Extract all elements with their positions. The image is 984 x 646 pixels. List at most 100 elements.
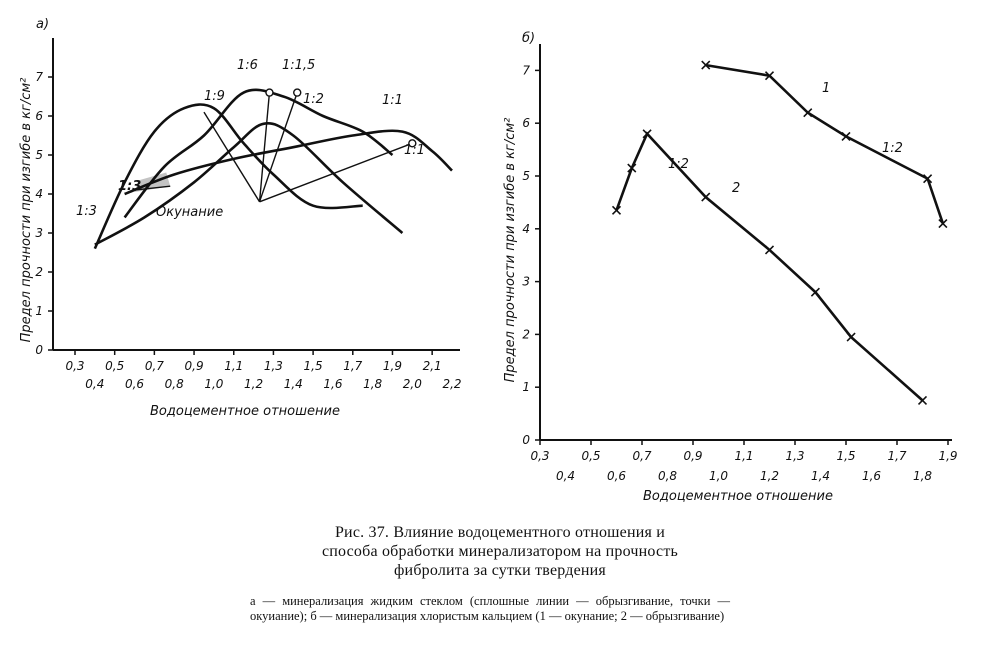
label-1-1-5: 1:1,5 <box>282 58 315 73</box>
a-series-line-thin <box>203 111 261 203</box>
b-ytick-label: 3 <box>522 275 530 289</box>
b-xtick-label-upper: 1,7 <box>887 449 906 463</box>
b-point-marker <box>917 395 928 405</box>
b-ytick-label: 2 <box>522 327 530 341</box>
b-xtick-label-upper: 0,9 <box>683 449 702 463</box>
a-xtick-label-lower: 2,2 <box>442 377 461 391</box>
b-point-marker <box>938 218 948 229</box>
a-xtick-label-lower: 1,4 <box>284 377 303 391</box>
b-xtick-label-lower: 1,2 <box>760 469 779 483</box>
panel-b-series <box>611 60 948 405</box>
label-1-1-right: 1:1 <box>404 143 425 158</box>
b-series-line <box>615 131 924 402</box>
panel-b-x-axis-label: Водоцементное отношение <box>643 489 833 504</box>
b-point-marker <box>846 332 856 342</box>
panel-b-series-labels: 1 1:2 1:2 2 <box>668 81 903 196</box>
a-series-line-thin <box>259 142 413 203</box>
label-1-1-top: 1:1 <box>382 93 403 108</box>
panel-b-x-ticks: 0,3 0,5 0,7 0,9 1,1 1,3 1,5 1,7 1,9 0,4 0,6 0,8 1,0 1… <box>530 440 958 483</box>
a-series-line-thin <box>134 185 171 191</box>
b-ytick-label: 5 <box>522 169 530 183</box>
label-1-2: 1:2 <box>303 92 324 107</box>
a-xtick-label-upper: 0,5 <box>105 359 124 373</box>
a-endpoint-marker <box>293 88 302 97</box>
panel-a-x-ticks: 0,3 0,5 0,7 0,9 1,1 1,3 1,5 1,7 1,9 2,1 0,4 0,6 0,8 1… <box>65 350 462 391</box>
label-1-9: 1:9 <box>204 89 225 104</box>
b-xtick-label-lower: 1,0 <box>709 469 728 483</box>
a-ytick-label: 4 <box>35 187 43 201</box>
a-ytick-label: 5 <box>35 148 43 162</box>
b-ytick-label: 4 <box>522 222 530 236</box>
panel-a-series <box>93 88 453 250</box>
a-xtick-label-lower: 0,4 <box>85 377 104 391</box>
b-xtick-label-lower: 1,4 <box>811 469 830 483</box>
a-series-line <box>124 129 453 196</box>
b-xtick-label-upper: 0,7 <box>632 449 651 463</box>
b-point-marker <box>627 163 637 173</box>
b-xtick-label-lower: 1,6 <box>862 469 881 483</box>
b-point-marker <box>764 71 775 81</box>
annotation-okunanie: Окунание <box>156 205 223 220</box>
b-ytick-label: 7 <box>522 63 530 77</box>
a-xtick-label-upper: 1,5 <box>304 359 323 373</box>
a-ytick-label: 6 <box>35 109 43 123</box>
a-xtick-label-lower: 0,6 <box>125 377 144 391</box>
panel-b-y-ticks: 0 1 2 3 4 5 6 7 <box>522 63 540 447</box>
panel-b-y-axis-label: Предел прочности при изгибе в кг/см² <box>503 118 518 383</box>
b-point-marker <box>701 192 711 202</box>
a-xtick-label-lower: 1,2 <box>244 377 263 391</box>
a-ytick-label: 1 <box>35 304 43 318</box>
b-xtick-label-upper: 1,1 <box>734 449 753 463</box>
label-1-3-left: 1:3 <box>76 204 97 219</box>
a-xtick-label-upper: 0,3 <box>65 359 84 373</box>
a-ytick-label: 3 <box>35 226 43 240</box>
label-series-2: 2 <box>732 181 740 196</box>
a-xtick-label-lower: 0,8 <box>165 377 184 391</box>
b-point-marker <box>611 205 622 215</box>
b-point-marker <box>841 131 851 141</box>
b-xtick-label-lower: 1,8 <box>913 469 932 483</box>
a-xtick-label-upper: 1,9 <box>383 359 402 373</box>
panel-a-label: а) <box>36 17 49 32</box>
panel-a-series-labels: 1:3 1:9 1:6 1:1,5 1:2 1:1 1:1 1:3 Окунан… <box>76 58 425 220</box>
b-point-marker <box>642 129 652 139</box>
label-1-2-right: 1:2 <box>882 141 903 156</box>
b-ytick-label: 0 <box>522 433 530 447</box>
b-point-marker <box>764 245 775 255</box>
b-point-marker <box>803 108 813 118</box>
a-series-line <box>123 88 394 219</box>
b-point-marker <box>923 174 933 184</box>
a-xtick-label-lower: 1,6 <box>323 377 342 391</box>
panel-a-y-ticks: 0 1 2 3 4 5 6 7 <box>35 70 53 357</box>
a-series-line-thin <box>258 92 298 203</box>
a-xtick-label-lower: 1,8 <box>363 377 382 391</box>
b-point-marker <box>810 287 820 297</box>
b-xtick-label-lower: 0,4 <box>556 469 575 483</box>
a-xtick-label-upper: 0,9 <box>185 359 204 373</box>
a-ytick-label: 7 <box>35 70 43 84</box>
panel-a-y-axis-label: Предел прочности при изгибе в кг/см² <box>19 78 34 343</box>
label-1-2-left: 1:2 <box>668 157 689 172</box>
b-xtick-label-upper: 1,3 <box>785 449 804 463</box>
a-series-line <box>94 122 404 246</box>
a-ytick-label: 2 <box>35 265 43 279</box>
caption-line-2: способа обработки минерализатором на про… <box>321 543 679 560</box>
b-xtick-label-lower: 0,8 <box>658 469 677 483</box>
caption-line-3: фибролита за сутки твердения <box>393 562 606 579</box>
b-point-marker <box>701 60 711 70</box>
a-xtick-label-upper: 2,1 <box>423 359 442 373</box>
a-series-line <box>93 103 363 250</box>
label-series-1: 1 <box>822 81 830 96</box>
label-1-6: 1:6 <box>237 58 258 73</box>
a-ytick-label: 0 <box>35 343 43 357</box>
a-hatched-region <box>134 172 171 193</box>
a-xtick-label-upper: 0,7 <box>145 359 164 373</box>
caption-line-1: Рис. 37. Влияние водоцементного отношени… <box>334 524 666 541</box>
b-ytick-label: 1 <box>522 380 530 394</box>
figure-caption-legend: а — минерализация жидким стеклом (сплошн… <box>250 594 730 623</box>
b-xtick-label-upper: 1,9 <box>938 449 957 463</box>
a-series-line-thin <box>258 92 271 202</box>
